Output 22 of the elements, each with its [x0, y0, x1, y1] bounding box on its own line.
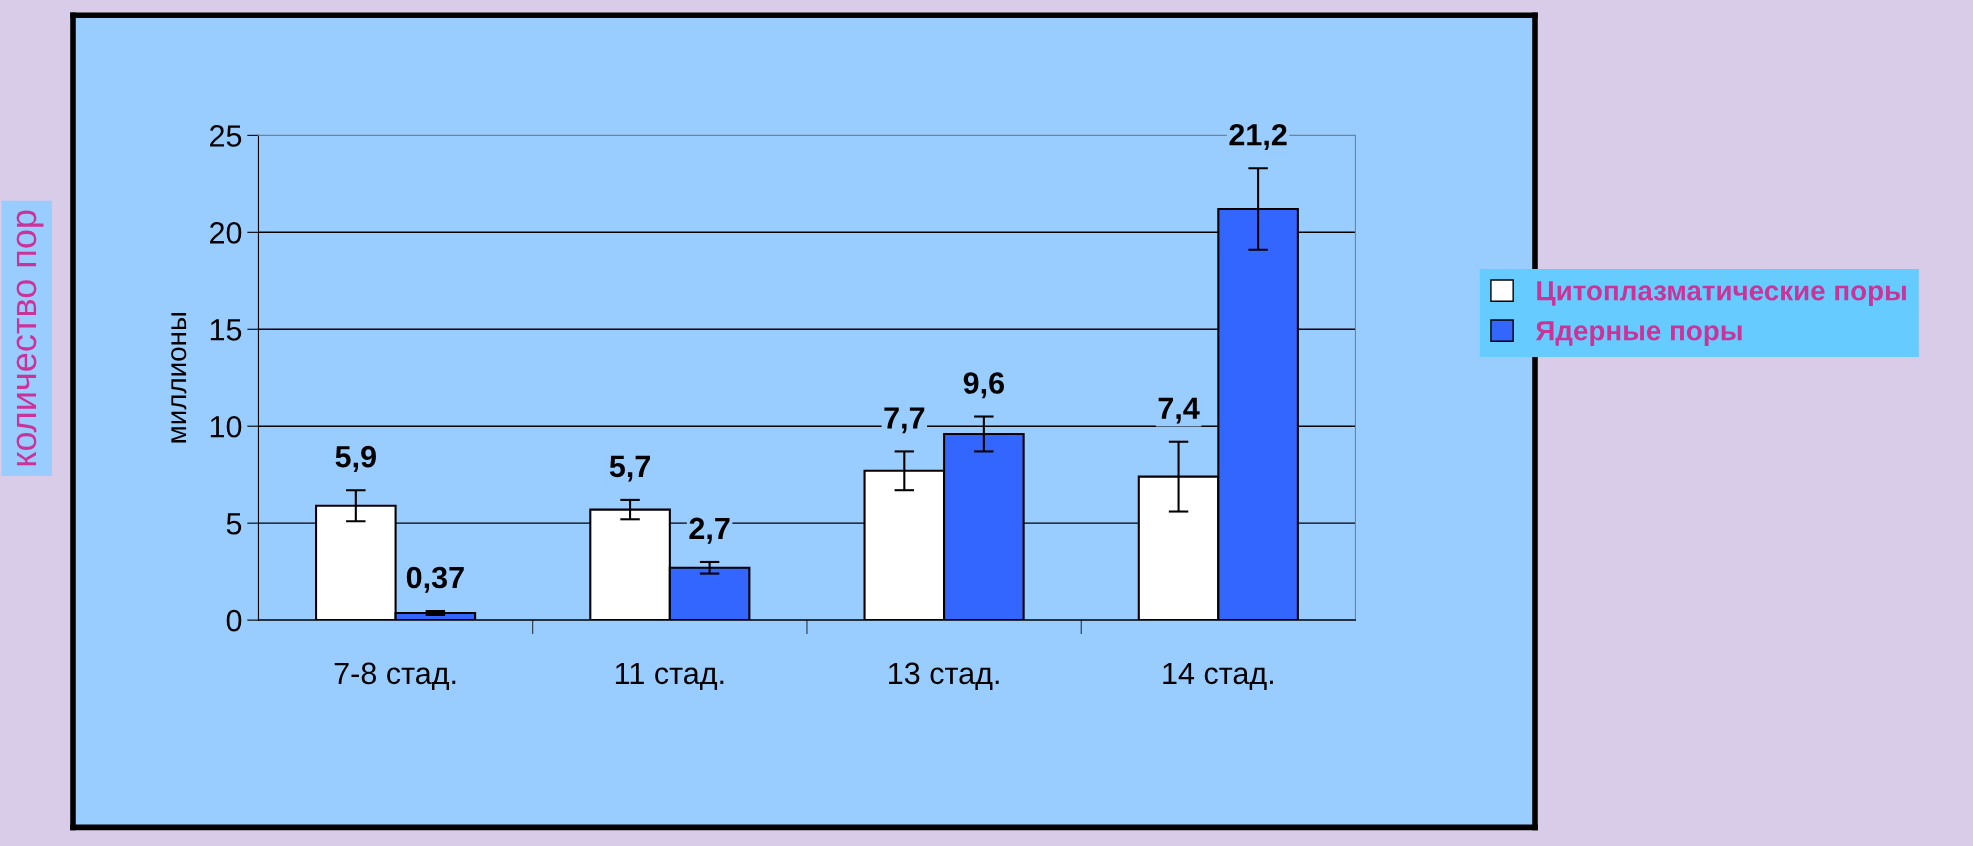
- data-label: 5,7: [609, 455, 650, 482]
- text: количество пор: [16, 210, 44, 466]
- x-tick-label: 13 стад.: [889, 662, 999, 691]
- y-tick-label: 15: [210, 319, 242, 341]
- y-tick-label: 5: [226, 513, 242, 535]
- y-axis-title: миллионы: [171, 313, 187, 443]
- legend-label: Ядерные поры: [1535, 321, 1742, 347]
- data-label: 0,37: [406, 566, 464, 593]
- data-label: 7,7: [884, 407, 925, 434]
- x-tick-label: 7-8 стад.: [334, 662, 456, 691]
- legend-label: Цитоплазматические поры: [1537, 281, 1906, 307]
- data-label: 5,9: [335, 445, 376, 472]
- y-tick-label: 20: [210, 222, 242, 244]
- data-label: 9,6: [963, 372, 1004, 399]
- y-tick-label: 0: [226, 609, 242, 632]
- y-tick-label: 25: [210, 125, 242, 147]
- data-label: 21,2: [1229, 123, 1287, 151]
- x-tick-label: 14 стад.: [1163, 662, 1273, 691]
- x-tick-label: 11 стад.: [615, 662, 724, 691]
- y-tick-label: 10: [210, 415, 242, 438]
- data-label: 7,4: [1158, 397, 1200, 424]
- data-label: 2,7: [689, 517, 730, 544]
